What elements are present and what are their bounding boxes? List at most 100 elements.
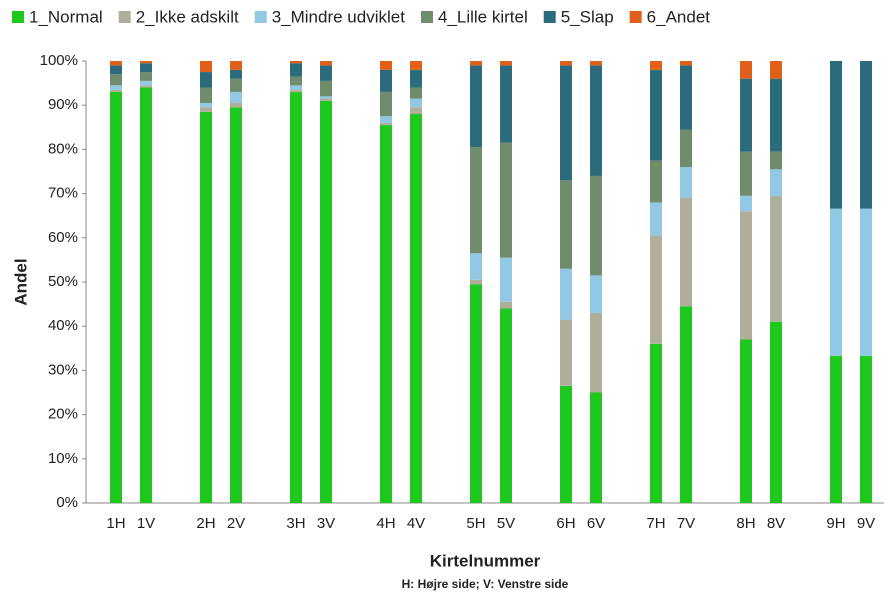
bar-segment bbox=[200, 107, 212, 112]
legend-swatch bbox=[254, 11, 267, 23]
bar-segment bbox=[140, 72, 152, 81]
x-tick-label: 4V bbox=[407, 515, 425, 532]
bar-segment bbox=[680, 198, 692, 307]
bar-segment bbox=[200, 87, 212, 103]
bar-segment bbox=[500, 257, 512, 302]
bar-segment bbox=[320, 80, 332, 97]
y-tick-label: 60% bbox=[48, 229, 78, 246]
legend-swatch bbox=[118, 11, 131, 23]
bar-segment bbox=[110, 74, 122, 86]
bar-segment bbox=[650, 69, 662, 161]
bar-segment bbox=[770, 61, 782, 79]
y-tick-label: 30% bbox=[48, 361, 78, 378]
bar-segment bbox=[560, 385, 572, 503]
bar-segment bbox=[740, 339, 752, 503]
x-tick-label: 7V bbox=[677, 515, 695, 532]
legend-label: 3_Mindre udviklet bbox=[272, 7, 406, 26]
bar-segment bbox=[380, 116, 392, 123]
x-tick-label: 9V bbox=[857, 515, 875, 532]
bar-segment bbox=[740, 61, 752, 79]
bar-segment bbox=[140, 80, 152, 86]
y-tick-label: 50% bbox=[48, 273, 78, 290]
legend-label: 1_Normal bbox=[29, 7, 103, 26]
bar-segment bbox=[230, 107, 242, 503]
bar-segment bbox=[590, 65, 602, 176]
bar-segment bbox=[560, 268, 572, 320]
legend-swatch bbox=[543, 11, 556, 23]
bar-segment bbox=[320, 98, 332, 101]
bar-segment bbox=[110, 89, 122, 92]
bar-segment bbox=[380, 69, 392, 92]
bar-segment bbox=[680, 129, 692, 168]
bar-segment bbox=[320, 61, 332, 66]
bar-segment bbox=[320, 96, 332, 99]
bar-segment bbox=[290, 91, 302, 503]
bar-segment bbox=[110, 85, 122, 90]
y-tick-label: 100% bbox=[40, 52, 78, 69]
bar-segment bbox=[740, 151, 752, 196]
x-tick-label: 5H bbox=[466, 515, 485, 532]
bar-segment bbox=[500, 61, 512, 66]
legend-label: 2_Ikke adskilt bbox=[136, 7, 239, 26]
bar-segment bbox=[110, 65, 122, 75]
bar-segment bbox=[140, 63, 152, 73]
bar-segment bbox=[860, 208, 872, 356]
x-tick-label: 2V bbox=[227, 515, 245, 532]
bar-segment bbox=[200, 102, 212, 108]
y-tick-label: 0% bbox=[56, 494, 78, 511]
bar-segment bbox=[110, 61, 122, 66]
bar-segment bbox=[290, 85, 302, 90]
bar-segment bbox=[200, 111, 212, 503]
bar-segment bbox=[140, 87, 152, 504]
x-tick-label: 1H bbox=[106, 515, 125, 532]
bar-segment bbox=[590, 61, 602, 66]
bar-segment bbox=[410, 61, 422, 70]
x-tick-label: 6H bbox=[556, 515, 575, 532]
bar-segment bbox=[380, 61, 392, 70]
y-tick-label: 10% bbox=[48, 450, 78, 467]
x-tick-label: 5V bbox=[497, 515, 515, 532]
bar-segment bbox=[770, 321, 782, 503]
bar-segment bbox=[230, 91, 242, 103]
bar-segment bbox=[410, 87, 422, 99]
bar-segment bbox=[560, 65, 572, 181]
bar-segment bbox=[500, 308, 512, 503]
x-tick-label: 8H bbox=[736, 515, 755, 532]
x-tick-label: 8V bbox=[767, 515, 785, 532]
x-tick-label: 2H bbox=[196, 515, 215, 532]
x-tick-label: 1V bbox=[137, 515, 155, 532]
y-axis-title: Andel bbox=[11, 258, 30, 305]
bar-segment bbox=[380, 91, 392, 117]
bar-segment bbox=[680, 167, 692, 199]
bar-segment bbox=[320, 100, 332, 503]
x-tick-label: 9H bbox=[826, 515, 845, 532]
bar-segment bbox=[650, 61, 662, 70]
bar-segment bbox=[650, 160, 662, 203]
bar-segment bbox=[770, 78, 782, 152]
bar-segment bbox=[290, 76, 302, 86]
bar-segment bbox=[680, 306, 692, 503]
y-tick-label: 40% bbox=[48, 317, 78, 334]
bar-segment bbox=[290, 63, 302, 77]
bar-segment bbox=[650, 202, 662, 236]
bar-segment bbox=[650, 235, 662, 344]
legend-label: 6_Andet bbox=[647, 7, 711, 26]
bar-segment bbox=[500, 65, 512, 143]
x-tick-label: 3V bbox=[317, 515, 335, 532]
y-tick-label: 80% bbox=[48, 140, 78, 157]
bar-segment bbox=[830, 355, 842, 503]
bar-segment bbox=[590, 392, 602, 503]
bar-segment bbox=[230, 78, 242, 92]
legend-swatch bbox=[629, 11, 642, 23]
x-tick-label: 3H bbox=[286, 515, 305, 532]
bar-segment bbox=[560, 180, 572, 269]
bar-segment bbox=[590, 275, 602, 313]
bar-segment bbox=[380, 125, 392, 503]
bar-segment bbox=[470, 65, 482, 148]
bar-segment bbox=[110, 91, 122, 503]
bar-segment bbox=[500, 142, 512, 258]
bar-segment bbox=[380, 122, 392, 126]
bar-segment bbox=[830, 208, 842, 356]
bar-segment bbox=[290, 89, 302, 92]
